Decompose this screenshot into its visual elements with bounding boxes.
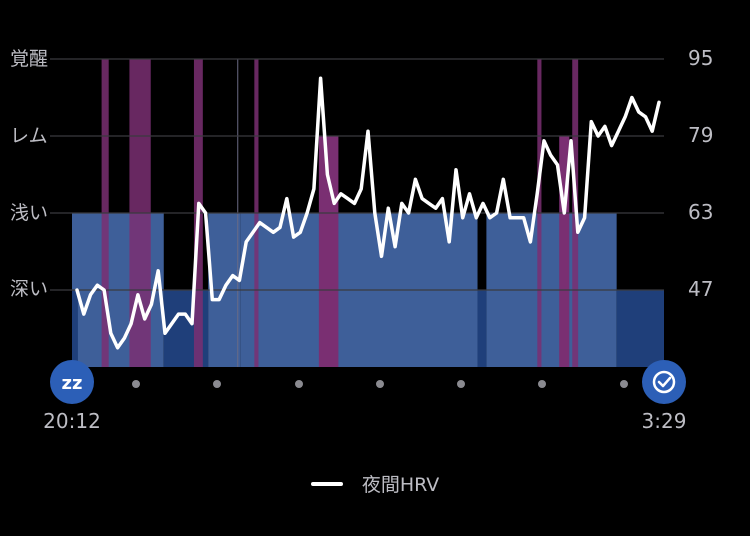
hrv-line (75, 76, 661, 350)
x-axis-dot (376, 380, 384, 388)
start-time-icon[interactable]: zz (50, 360, 94, 404)
clock-check-icon (642, 360, 686, 404)
x-axis-dot (538, 380, 546, 388)
end-time-icon[interactable] (642, 360, 686, 404)
y-tick-47: 47 (688, 277, 713, 301)
legend-line-swatch (310, 481, 343, 486)
stage-bar-深い (616, 290, 664, 367)
stage-label-awake: 覚醒 (10, 48, 48, 70)
legend: 夜間HRV (0, 470, 750, 497)
svg-text:zz: zz (62, 373, 83, 394)
x-axis-dot (457, 380, 465, 388)
legend-label: 夜間HRV (361, 474, 440, 496)
sleep-zz-icon (50, 360, 94, 404)
stage-label-light: 浅い (10, 202, 48, 224)
stage-label-rem: レム (10, 125, 48, 147)
x-axis-dot (620, 380, 628, 388)
stage-bar-深い (477, 290, 487, 367)
end-time-label: 3:29 (642, 409, 687, 433)
y-axis-right: 95 79 63 47 (688, 46, 713, 301)
stage-labels: 覚醒 レム 浅い 深い (10, 48, 48, 300)
x-axis-dots (132, 380, 628, 388)
stage-bar-深い (72, 290, 78, 367)
y-tick-79: 79 (688, 123, 713, 147)
y-tick-95: 95 (688, 46, 713, 70)
stage-label-deep: 深い (10, 278, 48, 300)
stage-bar-レム (559, 136, 570, 367)
x-axis-dot (295, 380, 303, 388)
y-tick-63: 63 (688, 200, 713, 224)
hrv-line-layer (75, 76, 661, 350)
start-time-label: 20:12 (43, 409, 101, 433)
x-axis-dot (132, 380, 140, 388)
x-axis-dot (213, 380, 221, 388)
grid-lines (50, 58, 664, 291)
